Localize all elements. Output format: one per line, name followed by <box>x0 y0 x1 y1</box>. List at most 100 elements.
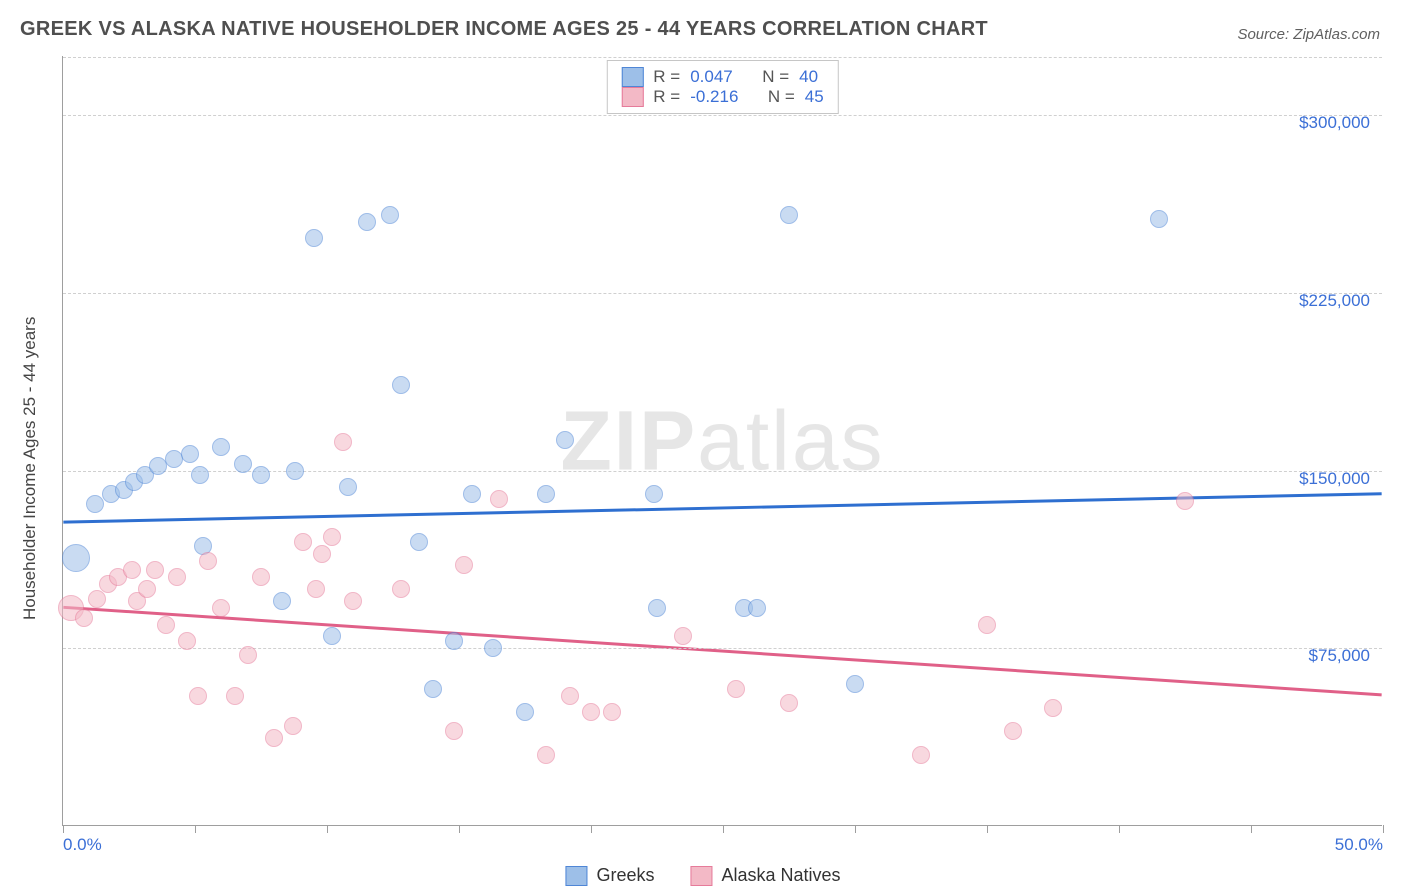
data-point <box>62 544 90 572</box>
x-tick-label: 0.0% <box>63 835 102 855</box>
trend-lines <box>63 56 1382 825</box>
y-tick-label: $300,000 <box>1299 113 1370 133</box>
n-value: 45 <box>805 87 824 107</box>
data-point <box>252 466 270 484</box>
r-value: -0.216 <box>690 87 738 107</box>
greeks-swatch-icon <box>621 67 643 87</box>
data-point <box>313 545 331 563</box>
data-point <box>556 431 574 449</box>
y-tick-label: $150,000 <box>1299 469 1370 489</box>
data-point <box>392 580 410 598</box>
x-tick <box>1251 825 1252 833</box>
data-point <box>392 376 410 394</box>
x-tick <box>723 825 724 833</box>
data-point <box>305 229 323 247</box>
data-point <box>727 680 745 698</box>
alaska-swatch-icon <box>621 87 643 107</box>
data-point <box>212 599 230 617</box>
data-point <box>381 206 399 224</box>
data-point <box>168 568 186 586</box>
chart-root: GREEK VS ALASKA NATIVE HOUSEHOLDER INCOM… <box>0 0 1406 892</box>
x-tick <box>459 825 460 833</box>
data-point <box>358 213 376 231</box>
x-tick <box>327 825 328 833</box>
data-point <box>424 680 442 698</box>
data-point <box>123 561 141 579</box>
x-tick <box>855 825 856 833</box>
data-point <box>212 438 230 456</box>
data-point <box>339 478 357 496</box>
data-point <box>252 568 270 586</box>
n-label: N = <box>768 87 795 107</box>
data-point <box>1044 699 1062 717</box>
data-point <box>978 616 996 634</box>
data-point <box>645 485 663 503</box>
x-tick <box>195 825 196 833</box>
data-point <box>445 722 463 740</box>
r-value: 0.047 <box>690 67 733 87</box>
data-point <box>138 580 156 598</box>
legend-row: R = -0.216 N = 45 <box>621 87 823 107</box>
y-tick-label: $75,000 <box>1309 646 1370 666</box>
data-point <box>191 466 209 484</box>
data-point <box>516 703 534 721</box>
data-point <box>484 639 502 657</box>
data-point <box>286 462 304 480</box>
data-point <box>455 556 473 574</box>
data-point <box>273 592 291 610</box>
data-point <box>157 616 175 634</box>
greeks-swatch-icon <box>565 866 587 886</box>
data-point <box>294 533 312 551</box>
source-label: Source: ZipAtlas.com <box>1237 26 1380 43</box>
data-point <box>912 746 930 764</box>
chart-title: GREEK VS ALASKA NATIVE HOUSEHOLDER INCOM… <box>20 18 988 41</box>
data-point <box>75 609 93 627</box>
data-point <box>648 599 666 617</box>
data-point <box>537 746 555 764</box>
data-point <box>674 627 692 645</box>
data-point <box>86 495 104 513</box>
r-label: R = <box>653 87 680 107</box>
data-point <box>748 599 766 617</box>
x-tick <box>591 825 592 833</box>
legend-label: Greeks <box>596 865 654 886</box>
data-point <box>284 717 302 735</box>
data-point <box>463 485 481 503</box>
data-point <box>780 694 798 712</box>
data-point <box>603 703 621 721</box>
data-point <box>181 445 199 463</box>
x-tick <box>987 825 988 833</box>
data-point <box>1004 722 1022 740</box>
data-point <box>780 206 798 224</box>
data-point <box>199 552 217 570</box>
trend-line <box>63 607 1381 695</box>
y-axis-label: Householder Income Ages 25 - 44 years <box>20 317 40 620</box>
x-tick-label: 50.0% <box>1335 835 1383 855</box>
data-point <box>234 455 252 473</box>
gridline <box>63 115 1382 116</box>
x-tick <box>1119 825 1120 833</box>
data-point <box>226 687 244 705</box>
r-label: R = <box>653 67 680 87</box>
data-point <box>178 632 196 650</box>
data-point <box>265 729 283 747</box>
x-tick <box>63 825 64 833</box>
legend-item-greeks: Greeks <box>565 865 654 886</box>
data-point <box>323 528 341 546</box>
data-point <box>445 632 463 650</box>
data-point <box>189 687 207 705</box>
data-point <box>323 627 341 645</box>
y-tick-label: $225,000 <box>1299 291 1370 311</box>
x-tick <box>1383 825 1384 833</box>
data-point <box>537 485 555 503</box>
data-point <box>334 433 352 451</box>
data-point <box>490 490 508 508</box>
gridline <box>63 57 1382 58</box>
data-point <box>344 592 362 610</box>
series-legend: Greeks Alaska Natives <box>565 865 840 886</box>
watermark: ZIPatlas <box>560 392 884 489</box>
data-point <box>146 561 164 579</box>
data-point <box>846 675 864 693</box>
data-point <box>1176 492 1194 510</box>
legend-row: R = 0.047 N = 40 <box>621 67 823 87</box>
